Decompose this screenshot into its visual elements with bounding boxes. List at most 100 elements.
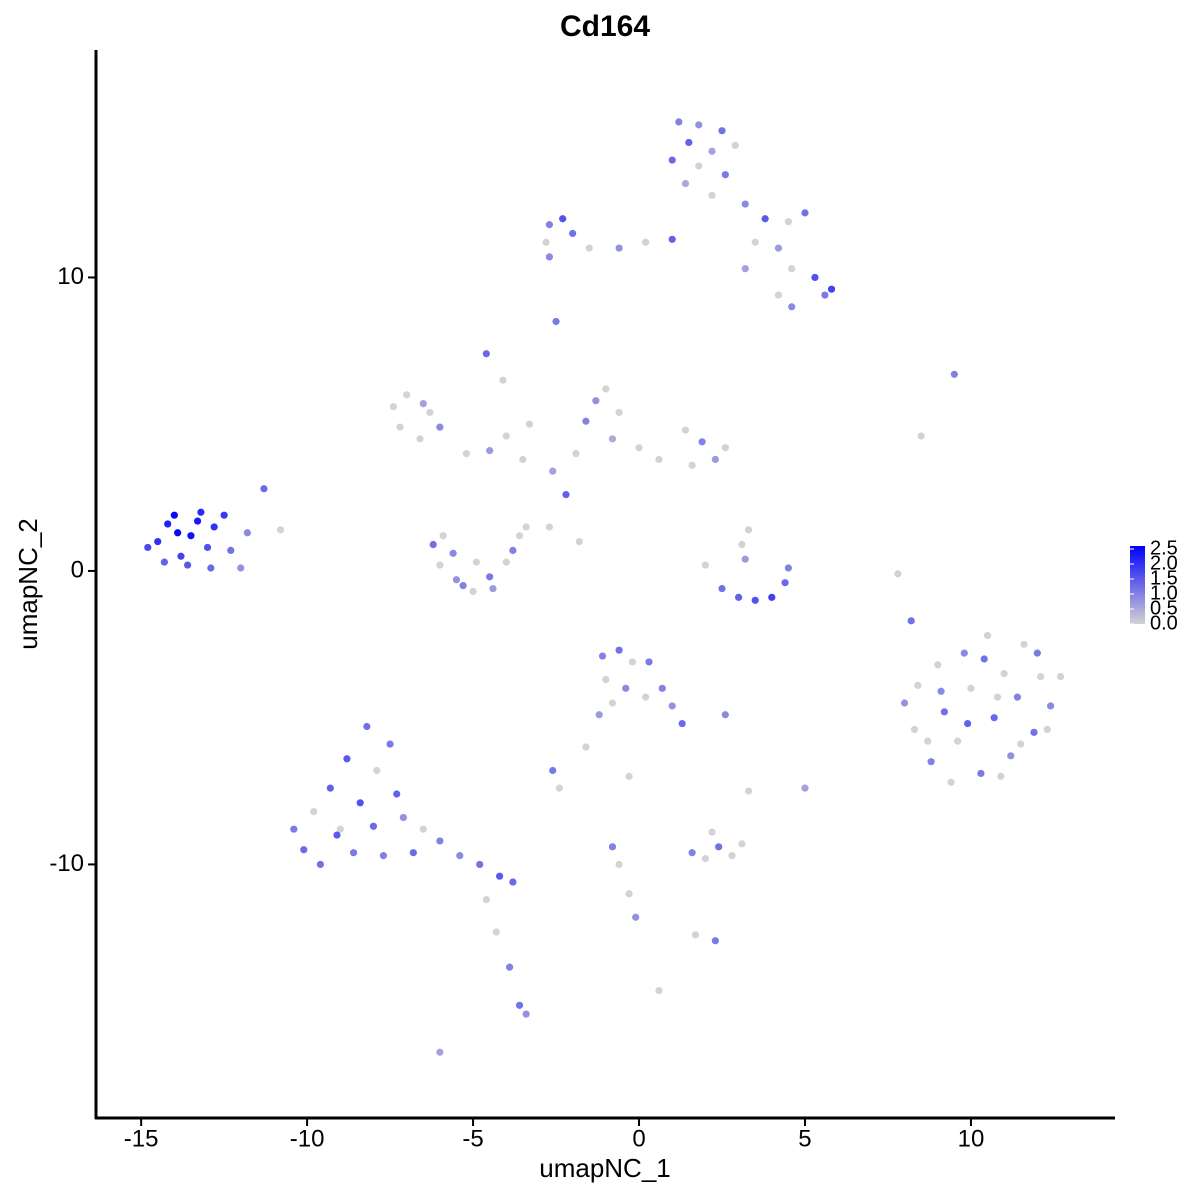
point — [449, 549, 457, 557]
point — [658, 684, 666, 692]
point — [184, 561, 192, 569]
point — [522, 1010, 530, 1018]
point — [227, 546, 235, 554]
point — [678, 719, 686, 728]
x-tick-label: -5 — [462, 1125, 483, 1152]
chart-title: Cd164 — [560, 10, 650, 43]
point — [429, 540, 437, 549]
point — [685, 138, 693, 147]
point — [977, 769, 985, 778]
point — [937, 687, 945, 695]
point — [389, 402, 398, 411]
point — [788, 265, 796, 273]
x-tick-label: -15 — [124, 1125, 159, 1152]
point — [582, 417, 590, 425]
point — [751, 238, 759, 246]
point — [369, 822, 378, 830]
point — [1047, 702, 1055, 710]
point — [668, 235, 676, 243]
point — [592, 397, 600, 405]
point — [768, 593, 776, 601]
point — [914, 681, 922, 689]
point — [187, 532, 195, 540]
point — [774, 244, 783, 252]
point — [927, 758, 935, 766]
point — [396, 423, 404, 431]
point — [472, 558, 480, 566]
point — [615, 408, 623, 417]
y-axis-label: umapNC_2 — [13, 518, 43, 650]
point — [333, 831, 341, 839]
x-tick-label: 10 — [958, 1125, 985, 1152]
point — [708, 147, 716, 155]
point — [310, 807, 318, 816]
point — [549, 766, 557, 775]
point — [1037, 672, 1045, 681]
point — [788, 303, 796, 311]
point — [784, 218, 792, 226]
y-tick-label: 0 — [71, 556, 84, 583]
point — [731, 141, 739, 149]
point — [655, 987, 663, 995]
point — [379, 852, 388, 860]
point — [801, 784, 809, 792]
point — [774, 291, 783, 299]
point — [701, 561, 710, 569]
point — [983, 631, 992, 640]
point — [436, 423, 444, 431]
point — [1043, 725, 1051, 734]
point — [419, 400, 427, 408]
point — [954, 737, 962, 745]
point — [784, 564, 792, 572]
y-tick-label: -10 — [49, 850, 84, 877]
point — [203, 543, 212, 552]
point — [343, 755, 351, 763]
point — [160, 558, 168, 566]
point — [698, 438, 706, 446]
point — [625, 772, 633, 780]
point — [917, 432, 925, 440]
point — [545, 523, 554, 531]
point — [349, 849, 358, 857]
point — [655, 455, 663, 464]
point — [496, 872, 504, 880]
point — [695, 162, 703, 170]
point — [154, 537, 162, 546]
point — [243, 529, 251, 537]
point — [990, 714, 998, 722]
point — [947, 778, 955, 786]
point — [741, 555, 749, 563]
point — [569, 229, 577, 238]
point — [177, 552, 185, 560]
point — [960, 649, 968, 657]
point — [549, 467, 557, 475]
point — [894, 570, 902, 578]
point — [489, 584, 497, 593]
points — [144, 118, 1065, 1056]
point — [1033, 649, 1041, 657]
point — [174, 529, 182, 537]
point — [595, 711, 603, 719]
point — [721, 171, 729, 179]
point — [555, 784, 563, 792]
point — [545, 221, 554, 229]
point — [900, 699, 909, 707]
point — [622, 684, 630, 692]
point — [399, 813, 407, 822]
point — [505, 963, 514, 971]
point — [220, 511, 228, 519]
point — [439, 532, 447, 540]
point — [419, 825, 427, 833]
point — [509, 546, 517, 554]
point — [721, 444, 729, 452]
point — [635, 444, 643, 452]
x-tick-label: 5 — [798, 1125, 811, 1152]
point — [575, 537, 583, 546]
point — [237, 564, 245, 572]
colorbar-tick-label: 1.0 — [1150, 582, 1178, 604]
point — [486, 573, 494, 581]
point — [615, 244, 623, 252]
point — [144, 543, 152, 552]
colorbar-tick-label: 0.0 — [1150, 612, 1178, 634]
point — [515, 1001, 524, 1009]
